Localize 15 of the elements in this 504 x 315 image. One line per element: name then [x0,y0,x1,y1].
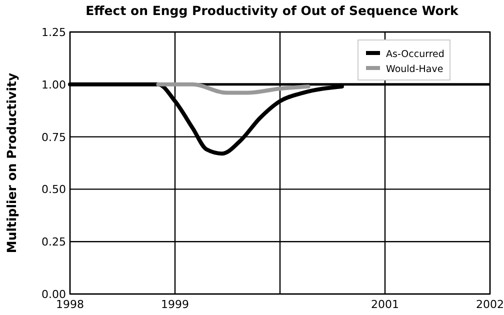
y-tick-label: 1.00 [42,78,66,92]
line-series [156,82,310,95]
x-tick-label: 2001 [371,298,399,311]
y-tick-label: 0.75 [42,130,66,144]
x-tick-label: 1999 [161,298,189,311]
y-tick-label: 0.50 [42,183,66,196]
legend-label: Would-Have [386,64,444,75]
y-tick-label: 0.25 [42,236,66,249]
y-tick-label: 1.25 [42,26,66,39]
legend-label: As-Occurred [386,49,444,60]
chart-title: Effect on Engg Productivity of Out of Sequence Work [86,3,460,18]
y-tick-label: 0.00 [42,288,66,301]
x-tick-label: 2002 [476,298,504,311]
y-axis-title: Multiplier on Productivity [4,72,19,254]
x-tick-label: 1998 [56,298,84,311]
